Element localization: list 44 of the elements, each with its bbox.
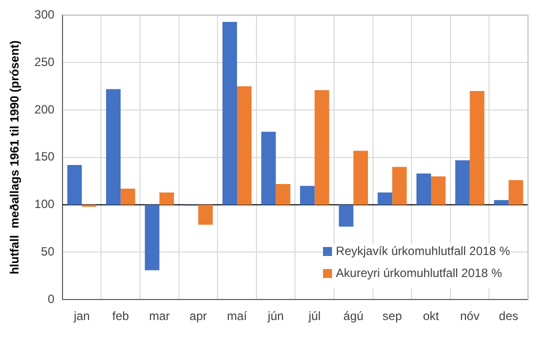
y-tick-label: 50 — [41, 244, 55, 259]
bar — [159, 192, 174, 205]
bar — [276, 184, 290, 205]
bar — [353, 150, 368, 205]
x-tick-label: maí — [227, 309, 248, 324]
bar — [416, 174, 432, 205]
bar — [392, 166, 407, 205]
bar — [455, 160, 470, 205]
x-tick-label: mar — [149, 309, 170, 324]
bar — [67, 164, 82, 205]
bar — [261, 132, 276, 205]
x-tick-label: okt — [422, 309, 440, 324]
bar — [494, 200, 509, 205]
y-tick-label: 200 — [34, 102, 55, 116]
y-tick-label: 150 — [34, 150, 55, 164]
y-tick-label: 100 — [34, 197, 55, 212]
y-axis-title: hlutfall meðallags 1961 til 1990 (prósent) — [8, 40, 22, 274]
y-tick-label: 250 — [34, 54, 55, 69]
bar — [378, 192, 392, 205]
bar — [237, 86, 252, 205]
bar — [106, 89, 121, 205]
x-tick-label: feb — [112, 309, 130, 324]
bar — [198, 204, 213, 225]
bar — [222, 22, 238, 205]
bar — [120, 188, 136, 205]
bar — [300, 186, 315, 205]
bar — [314, 90, 330, 205]
x-tick-label: des — [498, 309, 518, 324]
x-tick-label: apr — [190, 309, 207, 324]
legend-label: Reykjavík úrkomuhlutfall 2018 % — [336, 244, 510, 258]
y-tick-label: 0 — [48, 292, 55, 306]
bar — [144, 204, 160, 270]
bar — [508, 180, 524, 205]
bar — [338, 204, 354, 227]
legend-label: Akureyri úrkomuhlutfall 2018 % — [336, 266, 502, 280]
x-tick-label: nóv — [460, 309, 480, 324]
y-tick-label: 300 — [34, 8, 55, 22]
x-tick-label: jún — [266, 309, 284, 324]
bar — [470, 91, 484, 205]
x-tick-label: júl — [308, 309, 321, 324]
bar — [431, 176, 446, 205]
x-tick-label: sep — [382, 309, 402, 324]
x-tick-label: ágú — [343, 309, 364, 324]
x-tick-label: jan — [72, 309, 90, 324]
